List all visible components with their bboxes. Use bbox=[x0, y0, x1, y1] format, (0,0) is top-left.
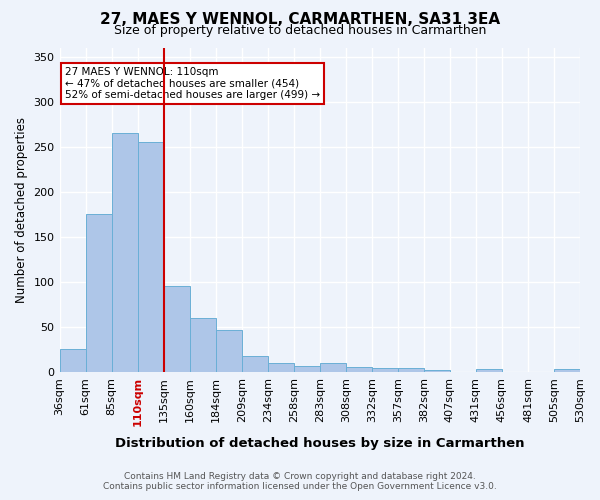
Bar bbox=[346, 368, 372, 372]
Bar bbox=[190, 318, 215, 372]
Bar bbox=[398, 368, 424, 372]
Bar bbox=[320, 363, 346, 372]
Bar bbox=[59, 350, 86, 372]
Bar bbox=[424, 370, 450, 372]
Bar bbox=[242, 356, 268, 372]
Bar bbox=[215, 330, 242, 372]
Bar bbox=[268, 363, 294, 372]
Bar bbox=[164, 286, 190, 372]
Bar bbox=[476, 369, 502, 372]
Text: 27 MAES Y WENNOL: 110sqm
← 47% of detached houses are smaller (454)
52% of semi-: 27 MAES Y WENNOL: 110sqm ← 47% of detach… bbox=[65, 67, 320, 100]
Bar bbox=[86, 214, 112, 372]
Bar bbox=[554, 369, 580, 372]
Bar bbox=[112, 133, 137, 372]
Bar bbox=[137, 142, 164, 372]
Bar bbox=[294, 366, 320, 372]
Y-axis label: Number of detached properties: Number of detached properties bbox=[15, 116, 28, 302]
Text: 27, MAES Y WENNOL, CARMARTHEN, SA31 3EA: 27, MAES Y WENNOL, CARMARTHEN, SA31 3EA bbox=[100, 12, 500, 28]
Text: Size of property relative to detached houses in Carmarthen: Size of property relative to detached ho… bbox=[114, 24, 486, 37]
X-axis label: Distribution of detached houses by size in Carmarthen: Distribution of detached houses by size … bbox=[115, 437, 524, 450]
Text: Contains HM Land Registry data © Crown copyright and database right 2024.
Contai: Contains HM Land Registry data © Crown c… bbox=[103, 472, 497, 491]
Bar bbox=[372, 368, 398, 372]
